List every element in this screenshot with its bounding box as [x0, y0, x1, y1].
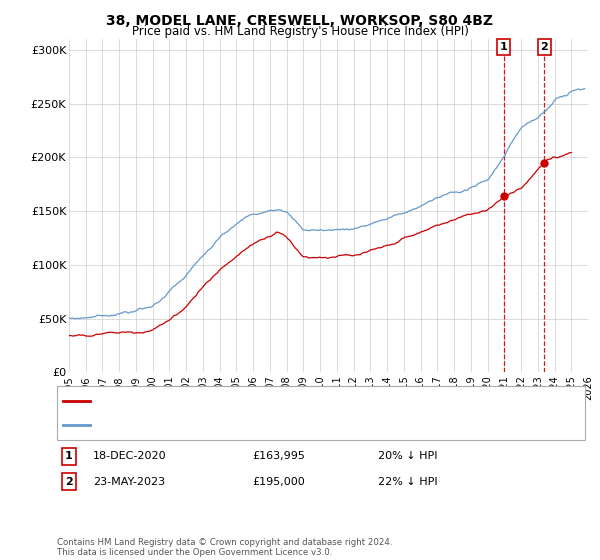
Text: 2: 2: [65, 477, 73, 487]
Text: Contains HM Land Registry data © Crown copyright and database right 2024.
This d: Contains HM Land Registry data © Crown c…: [57, 538, 392, 557]
Text: 38, MODEL LANE, CRESWELL, WORKSOP, S80 4BZ (detached house): 38, MODEL LANE, CRESWELL, WORKSOP, S80 4…: [96, 396, 452, 407]
Text: 1: 1: [65, 451, 73, 461]
Text: 20% ↓ HPI: 20% ↓ HPI: [378, 451, 437, 461]
Text: 38, MODEL LANE, CRESWELL, WORKSOP, S80 4BZ: 38, MODEL LANE, CRESWELL, WORKSOP, S80 4…: [107, 14, 493, 28]
Text: 22% ↓ HPI: 22% ↓ HPI: [378, 477, 437, 487]
Text: 2: 2: [541, 42, 548, 52]
Text: HPI: Average price, detached house, Bolsover: HPI: Average price, detached house, Bols…: [96, 419, 334, 430]
Text: 18-DEC-2020: 18-DEC-2020: [93, 451, 167, 461]
Text: £163,995: £163,995: [252, 451, 305, 461]
Text: £195,000: £195,000: [252, 477, 305, 487]
Text: 1: 1: [500, 42, 508, 52]
Text: 23-MAY-2023: 23-MAY-2023: [93, 477, 165, 487]
Text: Price paid vs. HM Land Registry's House Price Index (HPI): Price paid vs. HM Land Registry's House …: [131, 25, 469, 38]
